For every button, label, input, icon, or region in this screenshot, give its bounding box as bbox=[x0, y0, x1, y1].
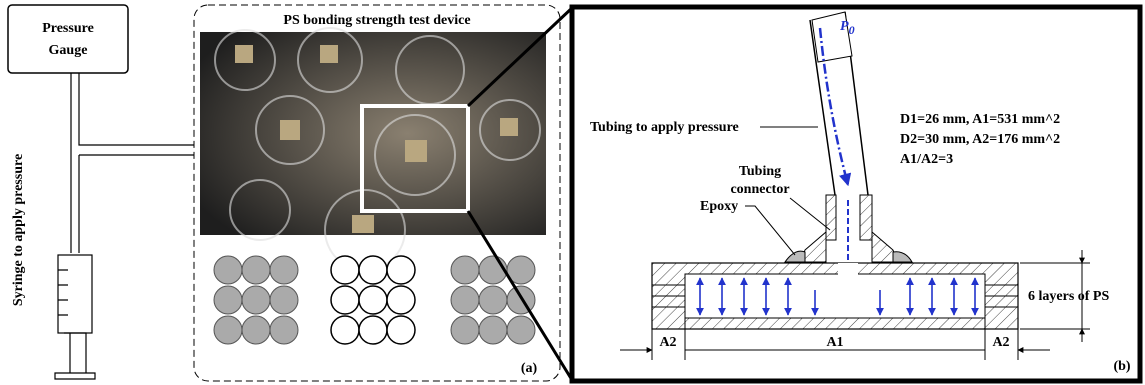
panel-a-title: PS bonding strength test device bbox=[283, 13, 470, 28]
panel-a: PS bonding strength test device bbox=[194, 5, 560, 381]
layers-label: 6 layers of PS bbox=[1028, 289, 1109, 304]
connector-label: Tubing bbox=[739, 164, 781, 179]
panel-a-tag: (a) bbox=[521, 361, 538, 376]
tubing-label: Tubing to apply pressure bbox=[590, 120, 739, 135]
epoxy-label: Epoxy bbox=[700, 199, 738, 214]
spec: D2=30 mm, A2=176 mm^2 bbox=[900, 132, 1060, 147]
panel-b-tag: (b) bbox=[1113, 359, 1130, 374]
pattern-diagrams bbox=[214, 256, 535, 344]
gauge-label: Gauge bbox=[49, 43, 88, 58]
gauge-label: Pressure bbox=[42, 21, 94, 36]
inlet bbox=[838, 263, 858, 275]
pressure-subscript: 0 bbox=[849, 23, 855, 37]
gauge-setup: Pressure Gauge Syringe to apply pressure bbox=[8, 5, 194, 379]
tubing bbox=[71, 73, 194, 253]
gauge-box bbox=[8, 5, 128, 73]
figure: Pressure Gauge Syringe to apply pressure… bbox=[0, 0, 1145, 385]
dim-label: A2 bbox=[659, 335, 676, 350]
chamber bbox=[685, 274, 985, 318]
syringe-label: Syringe to apply pressure bbox=[11, 154, 26, 306]
connector-label: connector bbox=[730, 182, 789, 197]
dim-label: A1 bbox=[826, 335, 843, 350]
syringe-barrel bbox=[58, 255, 92, 333]
spec: A1/A2=3 bbox=[900, 152, 953, 167]
spec: D1=26 mm, A1=531 mm^2 bbox=[900, 112, 1060, 127]
dim-label: A2 bbox=[992, 335, 1009, 350]
panel-b: P0 Tubing to apply pressure D1=26 mm, A1… bbox=[572, 7, 1140, 381]
